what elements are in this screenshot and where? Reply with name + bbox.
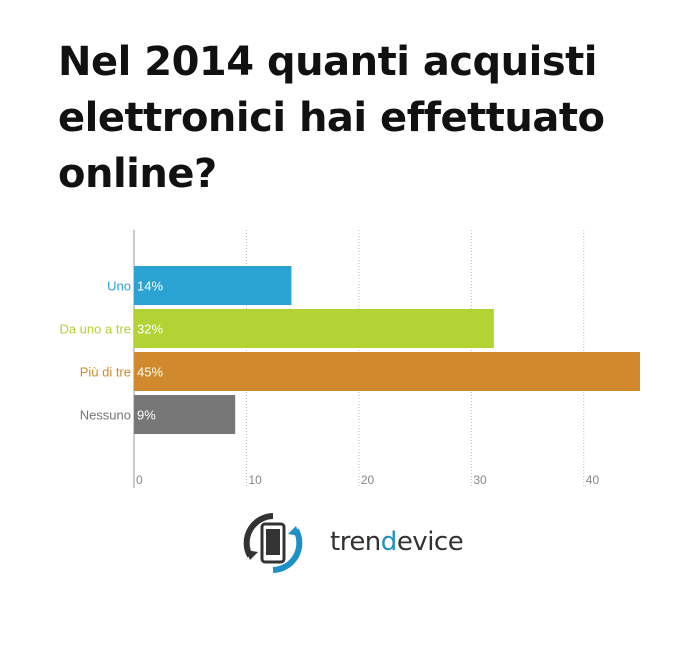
data-label: 32% [137,322,163,337]
category-label: Più di tre [80,365,131,380]
bar-chart: 0 10 20 30 40 Uno 14% Da uno a tre 32% Più di tre… [59,230,640,488]
category-label: Nessuno [80,408,131,423]
logo-wordmark: trendevice [330,527,464,557]
chart-title: Nel 2014 quanti acquisti elettronici hai… [58,39,605,197]
category-label: Uno [107,279,131,294]
bar [134,395,236,434]
data-label: 45% [137,365,163,380]
x-tick-label: 30 [473,473,487,487]
trendevice-logo: trendevice [240,510,480,580]
x-tick-label: 20 [361,473,375,487]
bar [134,266,292,305]
data-label: 14% [137,279,163,294]
x-tick-label: 10 [248,473,262,487]
data-label: 9% [137,408,156,423]
bar [134,352,640,391]
x-tick-label: 40 [586,473,600,487]
category-label: Da uno a tre [59,322,131,337]
phone-refresh-icon [243,513,303,573]
bar [134,309,494,348]
x-tick-label: 0 [136,473,143,487]
